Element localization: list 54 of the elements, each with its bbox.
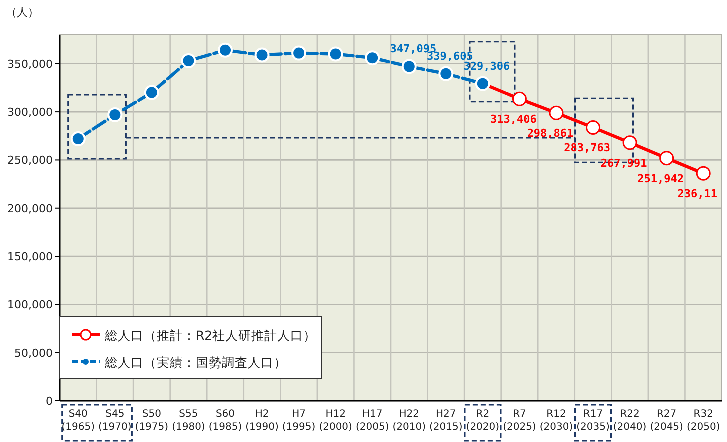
point xyxy=(622,136,638,150)
x-tick-label: S40 (1965) xyxy=(60,408,96,434)
y-axis-title: （人） xyxy=(6,6,39,19)
x-tick-label: S60 (1985) xyxy=(208,408,244,434)
x-tick-label: R12 (2030) xyxy=(538,408,574,434)
point xyxy=(475,76,490,92)
legend-label: 総人口（実績：国勢調査人口） xyxy=(104,355,287,370)
point xyxy=(512,92,527,106)
x-tick-label: H7 (1995) xyxy=(281,408,317,434)
point xyxy=(254,48,270,63)
x-tick-label: R7 (2025) xyxy=(502,408,538,434)
data-label: 267,991 xyxy=(600,156,648,170)
y-tick-label: 200,000 xyxy=(8,202,53,216)
x-tick-label: R22 (2040) xyxy=(612,408,648,434)
point xyxy=(402,59,417,74)
y-tick-label: 50,000 xyxy=(14,346,53,360)
y-tick-label: 150,000 xyxy=(8,250,53,264)
y-tick-label: 100,000 xyxy=(8,298,53,312)
x-tick-label: H12 (2000) xyxy=(318,408,354,434)
y-tick-label: 300,000 xyxy=(8,106,53,120)
y-tick-label: 0 xyxy=(46,395,53,408)
data-label: 329,306 xyxy=(464,60,510,73)
x-tick-label: R17 (2035) xyxy=(576,408,611,434)
x-tick-label: H2 (1990) xyxy=(244,408,280,434)
point xyxy=(181,54,196,69)
y-tick-label: 250,000 xyxy=(8,154,53,168)
y-tick-label: 350,000 xyxy=(8,58,53,71)
point xyxy=(70,132,86,147)
point xyxy=(144,85,160,100)
point xyxy=(438,66,454,82)
point xyxy=(292,46,307,61)
x-tick-label: S45 (1970) xyxy=(98,408,133,434)
x-tick-label: R27 (2045) xyxy=(649,408,684,434)
point xyxy=(218,42,233,58)
x-tick-label: H17 (2005) xyxy=(354,408,390,434)
point xyxy=(696,166,711,181)
data-label: 251,942 xyxy=(638,172,684,186)
point xyxy=(365,50,380,66)
x-tick-label: R2 (2020) xyxy=(465,408,501,434)
point xyxy=(108,107,123,122)
x-tick-label: S55 (1980) xyxy=(171,408,206,434)
data-label: 313,406 xyxy=(490,113,538,126)
point xyxy=(328,46,344,62)
data-label: 283,763 xyxy=(564,142,610,155)
point xyxy=(660,151,674,166)
point xyxy=(586,120,601,135)
x-tick-label: H22 (2010) xyxy=(392,408,427,434)
data-label: 298,861 xyxy=(527,127,574,140)
x-tick-label: H27 (2015) xyxy=(428,408,464,434)
point xyxy=(549,106,564,120)
x-tick-label: S50 (1975) xyxy=(134,408,170,434)
x-tick-label: R32 (2050) xyxy=(686,408,722,434)
annotation: 236,11 xyxy=(678,188,718,201)
legend-label: 総人口（推計：R2社人研推計人口） xyxy=(104,328,317,343)
